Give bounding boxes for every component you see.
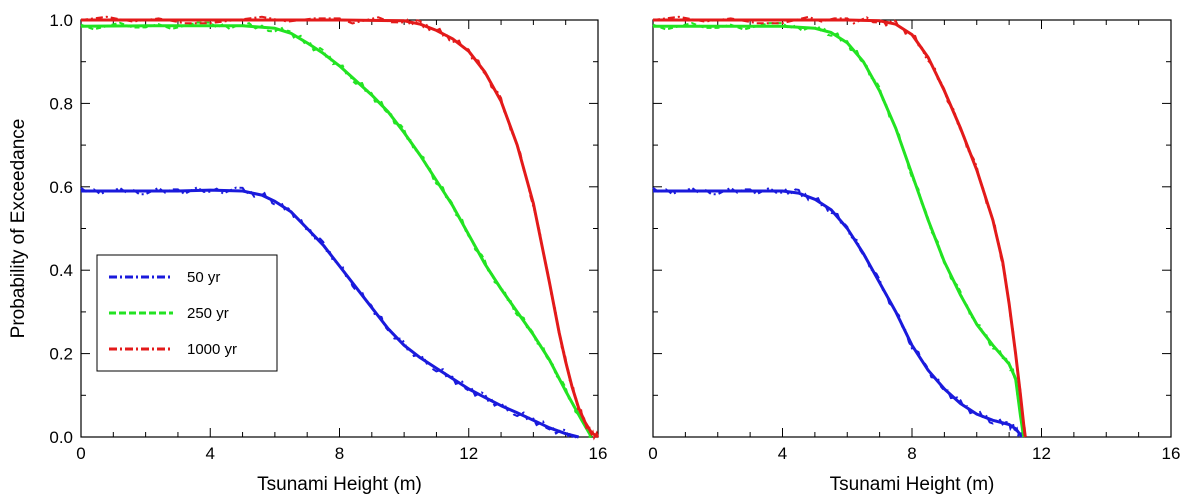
series-line-1000-yr xyxy=(653,18,1027,438)
legend-box xyxy=(96,254,278,372)
plot-frame xyxy=(652,19,1172,438)
legend-label: 50 yr xyxy=(187,269,220,286)
y-tick-label: 0.0 xyxy=(49,428,73,447)
series-empirical-50-yr xyxy=(80,186,579,441)
legend-label: 250 yr xyxy=(187,305,229,322)
y-tick-label: 0.6 xyxy=(49,178,73,197)
series-empirical-50-yr xyxy=(652,186,1024,438)
y-tick-label: 1.0 xyxy=(49,11,73,30)
series-line-250-yr xyxy=(80,24,593,438)
series-empirical-250-yr xyxy=(80,21,592,438)
chart-panel-left: 0 4 8 12 16 0.0 0.2 0.4 0.6 0.8 1.0 Tsunami Height … xyxy=(8,11,607,495)
y-tick-label: 0.2 xyxy=(49,345,73,364)
y-tick-label: 0.4 xyxy=(49,261,73,280)
plot-frame xyxy=(80,19,599,438)
legend-label: 1000 yr xyxy=(187,341,237,358)
x-tick-label: 12 xyxy=(459,444,478,463)
series-line-250-yr xyxy=(653,24,1026,438)
chart-panel-right: 0 4 8 12 16 Tsunami Height (m) xyxy=(648,15,1181,495)
x-tick-label: 0 xyxy=(76,444,85,463)
x-tick-label: 4 xyxy=(778,444,787,463)
y-axis-title: Probability of Exceedance xyxy=(8,119,29,339)
y-tick-label: 0.8 xyxy=(49,94,73,113)
series-empirical-250-yr xyxy=(652,22,1025,438)
x-tick-label: 8 xyxy=(907,444,916,463)
series-line-1000-yr xyxy=(81,18,599,439)
x-tick-label: 16 xyxy=(589,444,608,463)
series-empirical-1000-yr xyxy=(80,15,599,441)
series-empirical-1000-yr xyxy=(652,15,1027,439)
x-tick-label: 12 xyxy=(1032,444,1051,463)
series-line-50-yr xyxy=(653,189,1024,438)
x-tick-label: 16 xyxy=(1162,444,1181,463)
x-axis-title: Tsunami Height (m) xyxy=(830,474,995,495)
x-axis-title: Tsunami Height (m) xyxy=(257,474,422,495)
x-tick-label: 0 xyxy=(648,444,657,463)
x-tick-label: 8 xyxy=(335,444,344,463)
x-tick-label: 4 xyxy=(206,444,215,463)
